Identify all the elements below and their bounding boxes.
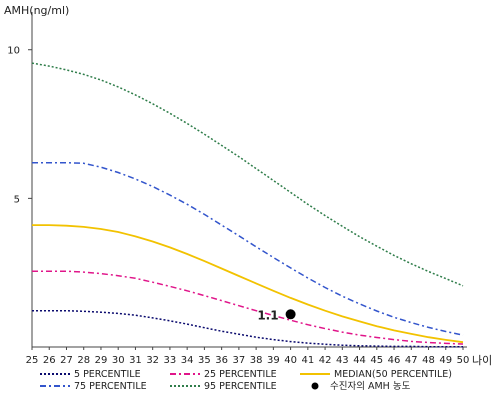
- x-tick-label: 28: [77, 355, 90, 366]
- series-line-median-50-percentile-: [32, 224, 464, 344]
- x-tick-label: 31: [129, 355, 142, 366]
- x-axis-title: 나이: [472, 354, 492, 367]
- x-tick-label: 37: [233, 355, 246, 366]
- legend-label: 95 PERCENTILE: [204, 381, 277, 392]
- x-tick-label: 29: [95, 355, 108, 366]
- legend-marker: [311, 382, 319, 390]
- legend-label: MEDIAN(50 PERCENTILE): [334, 369, 452, 380]
- x-tick-label: 34: [181, 355, 194, 366]
- x-tick-label: 50: [457, 355, 470, 366]
- x-tick-label: 44: [353, 355, 366, 366]
- x-tick-label: 25: [26, 355, 39, 366]
- y-tick-label: 10: [7, 46, 20, 57]
- x-tick-label: 40: [284, 355, 297, 366]
- x-tick-label: 33: [164, 355, 177, 366]
- series-line-95-percentile: [31, 62, 464, 287]
- x-tick-label: 27: [60, 355, 73, 366]
- patient-amh-marker: [285, 309, 296, 320]
- x-tick-label: 35: [198, 355, 211, 366]
- legend-label: 5 PERCENTILE: [74, 369, 141, 380]
- axes: 5 10 25 26 27 28 29 30 31 32 33 34 35 36 37 38 39 40 41 42 4…: [4, 4, 492, 367]
- series-layer: [31, 62, 464, 348]
- x-tick-label: 47: [405, 355, 418, 366]
- x-tick-label: 45: [370, 355, 383, 366]
- x-tick-label: 46: [388, 355, 401, 366]
- legend-label: 75 PERCENTILE: [74, 381, 147, 392]
- x-tick-label: 48: [422, 355, 435, 366]
- y-axis-title: AMH(ng/ml): [4, 4, 69, 17]
- x-tick-label: 43: [336, 355, 349, 366]
- legend-label: 수진자의 AMH 농도: [330, 381, 411, 392]
- x-tick-label: 26: [43, 355, 56, 366]
- x-tick-label: 39: [267, 355, 280, 366]
- series-line-25-percentile: [32, 270, 464, 345]
- x-tick-label: 42: [319, 355, 332, 366]
- x-tick-label: 49: [439, 355, 452, 366]
- x-tick-label: 38: [250, 355, 263, 366]
- x-tick-label: 41: [301, 355, 314, 366]
- x-tick-label: 30: [112, 355, 125, 366]
- x-tick-label: 36: [215, 355, 228, 366]
- legend: 5 PERCENTILE 25 PERCENTILE MEDIAN(50 PERCE…: [40, 369, 452, 392]
- series-line-75-percentile: [32, 161, 464, 336]
- x-tick-label: 32: [146, 355, 159, 366]
- patient-amh-value-label: 1.1: [257, 308, 278, 322]
- y-tick-label: 5: [14, 194, 20, 205]
- legend-label: 25 PERCENTILE: [204, 369, 277, 380]
- marker-layer: 1.1: [257, 308, 296, 322]
- series-line-5-percentile: [32, 309, 463, 348]
